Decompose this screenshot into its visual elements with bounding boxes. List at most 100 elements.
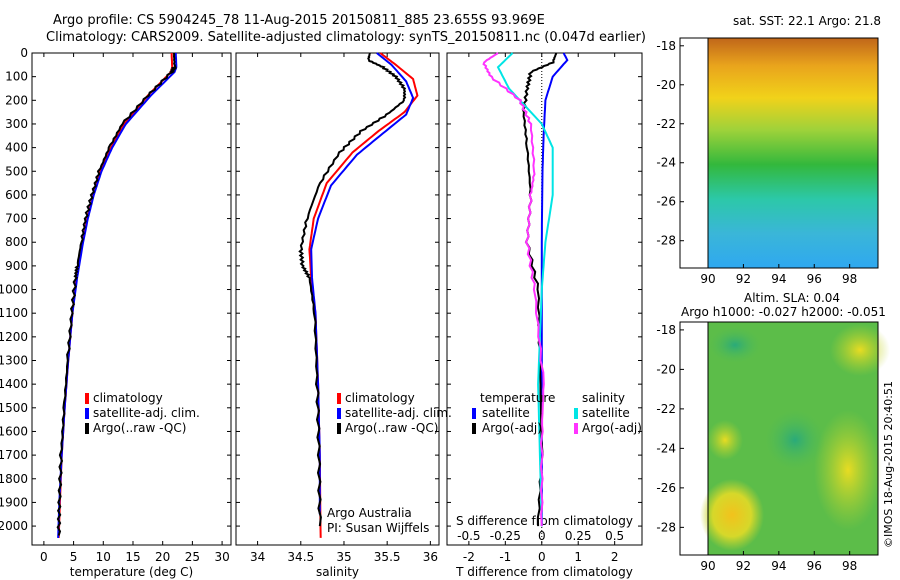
series-line-1-0	[308, 52, 419, 538]
map-lat-label: -28	[656, 520, 676, 534]
panel-frame-1	[235, 52, 440, 546]
map-lat-label: -20	[656, 362, 676, 376]
x-tick-label-2: -2	[463, 550, 475, 564]
legend-swatch-0	[85, 408, 89, 419]
x-tick-label-1: 36	[423, 550, 438, 564]
x-tick-label-0: 10	[96, 550, 111, 564]
legend-group-title: salinity	[582, 391, 625, 405]
depth-tick-label: 700	[5, 212, 28, 226]
depth-tick-label: 1900	[0, 495, 28, 509]
s-diff-tick-label: 0.5	[605, 529, 624, 543]
legend-swatch-diff	[472, 408, 476, 419]
x-tick-label-1: 34.5	[287, 550, 314, 564]
series-line-2-1	[521, 52, 558, 527]
sst-map-title: sat. SST: 22.1 Argo: 21.8	[733, 14, 882, 28]
panel-frame-0	[31, 52, 232, 546]
x-tick-label-2: -1	[499, 550, 511, 564]
map-lat-label: -18	[656, 39, 676, 53]
depth-tick-label: 200	[5, 93, 28, 107]
map-lon-label: 98	[842, 272, 857, 286]
s-diff-tick-label: 0	[538, 529, 546, 543]
depth-tick-label: 2000	[0, 519, 28, 533]
series-line-1-1	[310, 52, 415, 515]
depth-tick-label: 0	[20, 46, 28, 60]
series-line-2-2	[496, 52, 554, 527]
legend-swatch-diff	[574, 423, 578, 434]
map-lat-label: -24	[656, 156, 676, 170]
depth-tick-label: 1600	[0, 424, 28, 438]
depth-tick-label: 1000	[0, 283, 28, 297]
s-diff-tick-label: 0.25	[565, 529, 592, 543]
legend-label-1: climatology	[345, 391, 415, 405]
legend-label-diff: Argo(-adj)	[482, 421, 542, 435]
x-axis-label-0: temperature (deg C)	[70, 565, 193, 579]
x-tick-label-2: 1	[574, 550, 582, 564]
depth-tick-label: 1800	[0, 472, 28, 486]
depth-tick-label: 1400	[0, 377, 28, 391]
title-line-2: Climatology: CARS2009. Satellite-adjuste…	[46, 30, 646, 45]
sla-map-subtitle: Argo h1000: -0.027 h2000: -0.051	[681, 305, 886, 319]
map-lon-label: 92	[736, 272, 751, 286]
map-lon-label: 94	[771, 272, 786, 286]
annotation-line-1: Argo Australia	[327, 506, 412, 520]
depth-tick-label: 1500	[0, 401, 28, 415]
x-tick-label-1: 35	[336, 550, 351, 564]
legend-label-0: satellite-adj. clim.	[93, 406, 200, 420]
map-lon-label: 94	[771, 559, 786, 573]
legend-label-0: Argo(..raw -QC)	[93, 421, 186, 435]
map-lon-label: 90	[700, 272, 715, 286]
x-tick-label-0: 5	[70, 550, 78, 564]
title-line-1: Argo profile: CS 5904245_78 11-Aug-2015 …	[53, 13, 545, 28]
map-lon-label: 98	[842, 559, 857, 573]
x-tick-label-0: 25	[185, 550, 200, 564]
x-tick-label-1: 34	[250, 550, 265, 564]
sla-anomaly-low-nw	[709, 327, 761, 363]
x-tick-label-0: 0	[40, 550, 48, 564]
legend-swatch-1	[337, 408, 341, 419]
map-lat-label: -26	[656, 481, 676, 495]
s-diff-tick-label: -0.25	[490, 529, 521, 543]
series-line-2-0	[540, 52, 569, 527]
x-tick-label-0: 20	[155, 550, 170, 564]
x-tick-label-0: 15	[125, 550, 140, 564]
legend-swatch-0	[85, 423, 89, 434]
x-tick-label-0: 30	[214, 550, 229, 564]
series-line-0-2	[56, 52, 177, 536]
depth-tick-label: 1100	[0, 306, 28, 320]
depth-tick-label: 800	[5, 235, 28, 249]
map-lat-label: -20	[656, 78, 676, 92]
legend-label-1: Argo(..raw -QC)	[345, 421, 438, 435]
legend-swatch-1	[337, 423, 341, 434]
map-lat-label: -18	[656, 323, 676, 337]
sst-map-background	[708, 38, 878, 268]
sla-anomaly-high-se	[814, 410, 882, 530]
x-tick-label-2: 0	[538, 550, 546, 564]
map-lat-label: -22	[656, 117, 676, 131]
sla-anomaly-high-ne	[830, 324, 890, 376]
map-lat-label: -26	[656, 195, 676, 209]
legend-label-diff: satellite	[482, 406, 530, 420]
depth-tick-label: 500	[5, 164, 28, 178]
legend-swatch-1	[337, 393, 341, 404]
legend-label-0: climatology	[93, 391, 163, 405]
x-tick-label-2: 2	[611, 550, 619, 564]
depth-tick-label: 1200	[0, 330, 28, 344]
map-lon-label: 96	[807, 272, 822, 286]
depth-tick-label: 900	[5, 259, 28, 273]
map-lon-label: 96	[807, 559, 822, 573]
x-axis-label-2: T difference from climatology	[455, 565, 633, 579]
map-lat-label: -24	[656, 441, 676, 455]
depth-tick-label: 600	[5, 188, 28, 202]
annotation-line-2: PI: Susan Wijffels	[327, 521, 429, 535]
map-lon-label: 90	[700, 559, 715, 573]
legend-group-title: temperature	[480, 391, 555, 405]
sla-map-title: Altim. SLA: 0.04	[744, 291, 841, 305]
depth-tick-label: 1300	[0, 354, 28, 368]
imos-credit: ©IMOS 18-Aug-2015 20:40:51	[882, 381, 895, 548]
sla-anomaly-low-c	[765, 410, 825, 470]
panel-frame-2	[446, 52, 643, 546]
s-diff-tick-label: -0.5	[457, 529, 480, 543]
top-axis-label: S difference from climatology	[456, 514, 633, 528]
